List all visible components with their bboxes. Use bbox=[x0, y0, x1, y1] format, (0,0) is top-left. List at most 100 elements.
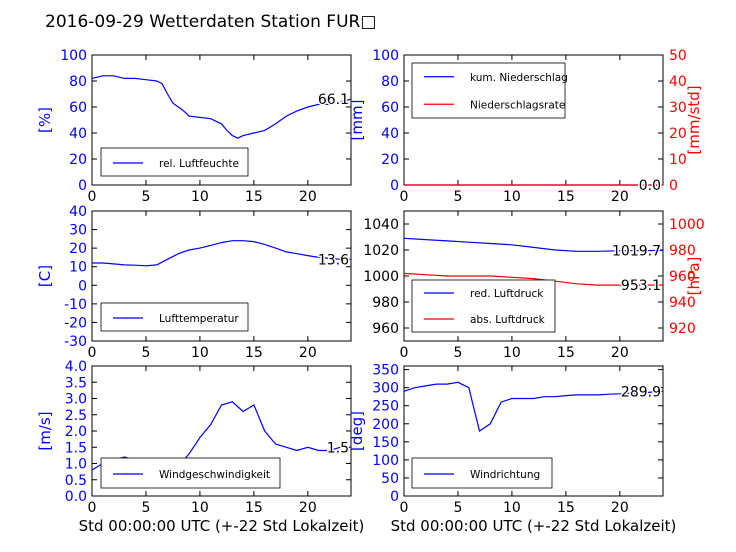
y-tick-label: 10 bbox=[69, 260, 87, 276]
x-tick-label: 5 bbox=[453, 189, 462, 205]
y-tick-label: 100 bbox=[372, 48, 399, 64]
y-tick-label: 1.0 bbox=[65, 457, 87, 473]
y-tick-label: 350 bbox=[372, 363, 399, 379]
legend-frame bbox=[100, 302, 249, 332]
x-tick-label: 0 bbox=[400, 345, 409, 361]
legend-entry: Windrichtung bbox=[470, 469, 540, 481]
legend-entry: abs. Luftdruck bbox=[470, 314, 546, 326]
y-tick-label: 1020 bbox=[363, 243, 399, 259]
legend-entry: Lufttemperatur bbox=[159, 313, 239, 325]
legend: rel. Luftfeuchte bbox=[100, 147, 249, 177]
legend-entry: rel. Luftfeuchte bbox=[159, 158, 239, 170]
legend: red. Luftdruck abs. Luftdruck bbox=[411, 279, 556, 333]
plot-frame bbox=[91, 210, 352, 342]
y-right-tick-label: 50 bbox=[669, 48, 687, 64]
y-tick-label: 2.0 bbox=[65, 424, 87, 440]
plot-frame bbox=[91, 54, 352, 186]
last-value-label: 66.1 bbox=[318, 92, 349, 108]
x-tick-label: 15 bbox=[557, 189, 575, 205]
y-tick-label: 300 bbox=[372, 381, 399, 397]
legend-entry: Niederschlagsrate bbox=[470, 99, 565, 111]
y-tick-label: 100 bbox=[60, 48, 87, 64]
y-right-tick-label: 1000 bbox=[669, 217, 705, 233]
y-right-axis-label: [hPa] bbox=[685, 257, 703, 296]
last-value-label-2: 953.1 bbox=[621, 278, 661, 294]
y-right-tick-label: 30 bbox=[669, 100, 687, 116]
last-value-label: 1.5 bbox=[327, 440, 349, 456]
series-line-1 bbox=[403, 381, 664, 432]
y-tick-label: 3.5 bbox=[65, 375, 87, 391]
series-line-1 bbox=[403, 237, 664, 252]
x-tick-label: 10 bbox=[191, 500, 209, 516]
y-tick-label: 200 bbox=[372, 417, 399, 433]
y-tick-label: -30 bbox=[64, 334, 87, 350]
legend: kum. Niederschlag Niederschlagsrate bbox=[411, 62, 568, 119]
y-right-tick-label: 40 bbox=[669, 74, 687, 90]
x-tick-label: 20 bbox=[299, 189, 317, 205]
y-tick-label: 0 bbox=[390, 178, 399, 194]
y-axis-label: [%] bbox=[36, 107, 54, 133]
y-tick-label: 80 bbox=[69, 74, 87, 90]
y-tick-label: 30 bbox=[69, 223, 87, 239]
y-tick-label: 60 bbox=[69, 100, 87, 116]
chart-panel-5: 0 5 10 15 200.00.51.01.52.02.53.03.54.0[m/s]… bbox=[36, 359, 364, 535]
legend-frame bbox=[100, 147, 249, 177]
x-tick-label: 20 bbox=[299, 345, 317, 361]
legend: Windrichtung bbox=[411, 457, 553, 489]
x-tick-label: 0 bbox=[400, 500, 409, 516]
y-tick-label: 0 bbox=[78, 178, 87, 194]
x-tick-label: 10 bbox=[503, 189, 521, 205]
y-axis-label: [deg] bbox=[348, 411, 366, 451]
x-tick-label: 5 bbox=[141, 345, 150, 361]
series-line-2 bbox=[403, 272, 664, 286]
plot-frame bbox=[403, 365, 664, 497]
y-tick-label: 40 bbox=[69, 126, 87, 142]
x-tick-label: 20 bbox=[299, 500, 317, 516]
legend-frame bbox=[411, 279, 556, 333]
x-tick-label: 15 bbox=[245, 345, 263, 361]
x-tick-label: 5 bbox=[453, 500, 462, 516]
y-tick-label: 2.5 bbox=[65, 408, 87, 424]
y-tick-label: 0.0 bbox=[65, 489, 87, 505]
y-tick-label: 3.0 bbox=[65, 392, 87, 408]
last-value-label-2: 0.0 bbox=[639, 178, 661, 194]
y-right-tick-label: 980 bbox=[669, 243, 696, 259]
x-axis-label: Std 00:00:00 UTC (+-22 Std Lokalzeit) bbox=[391, 517, 677, 535]
series-line-1 bbox=[92, 240, 351, 267]
y-right-tick-label: 920 bbox=[669, 321, 696, 337]
y-right-tick-label: 0 bbox=[669, 178, 678, 194]
last-value-label: 289.9 bbox=[621, 384, 661, 400]
y-axis-label: [m/s] bbox=[36, 411, 54, 450]
y-tick-label: 0.5 bbox=[65, 473, 87, 489]
y-tick-label: -20 bbox=[64, 315, 87, 331]
x-tick-label: 0 bbox=[88, 189, 97, 205]
y-tick-label: 20 bbox=[69, 152, 87, 168]
x-tick-label: 15 bbox=[557, 345, 575, 361]
y-tick-label: 80 bbox=[381, 74, 399, 90]
x-tick-label: 20 bbox=[611, 189, 629, 205]
y-tick-label: 250 bbox=[372, 399, 399, 415]
x-tick-label: 20 bbox=[611, 500, 629, 516]
legend: Windgeschwindigkeit bbox=[100, 457, 281, 489]
y-tick-label: 0 bbox=[390, 489, 399, 505]
legend-entry: kum. Niederschlag bbox=[470, 72, 568, 84]
x-tick-label: 10 bbox=[503, 500, 521, 516]
x-tick-label: 0 bbox=[88, 345, 97, 361]
y-right-tick-label: 10 bbox=[669, 152, 687, 168]
x-tick-label: 5 bbox=[453, 345, 462, 361]
chart-panel-2: 0 5 10 15 20 0 20 40 60 80 100 0 10 20 30 40 50 [mm] [mm/s… bbox=[348, 48, 703, 205]
y-tick-label: 1040 bbox=[363, 217, 399, 233]
chart-panel-4: 0 5 10 15 20 960 980 1000 1020 1040 920 940 960 980 10… bbox=[363, 210, 705, 361]
x-axis-label: Std 00:00:00 UTC (+-22 Std Lokalzeit) bbox=[79, 517, 365, 535]
y-tick-label: 980 bbox=[372, 295, 399, 311]
y-right-tick-label: 940 bbox=[669, 295, 696, 311]
x-tick-label: 15 bbox=[245, 500, 263, 516]
x-tick-label: 5 bbox=[141, 189, 150, 205]
y-right-tick-label: 20 bbox=[669, 126, 687, 142]
y-tick-label: 40 bbox=[69, 204, 87, 220]
y-tick-label: 960 bbox=[372, 321, 399, 337]
legend-frame bbox=[411, 457, 553, 489]
y-tick-label: 4.0 bbox=[65, 359, 87, 375]
